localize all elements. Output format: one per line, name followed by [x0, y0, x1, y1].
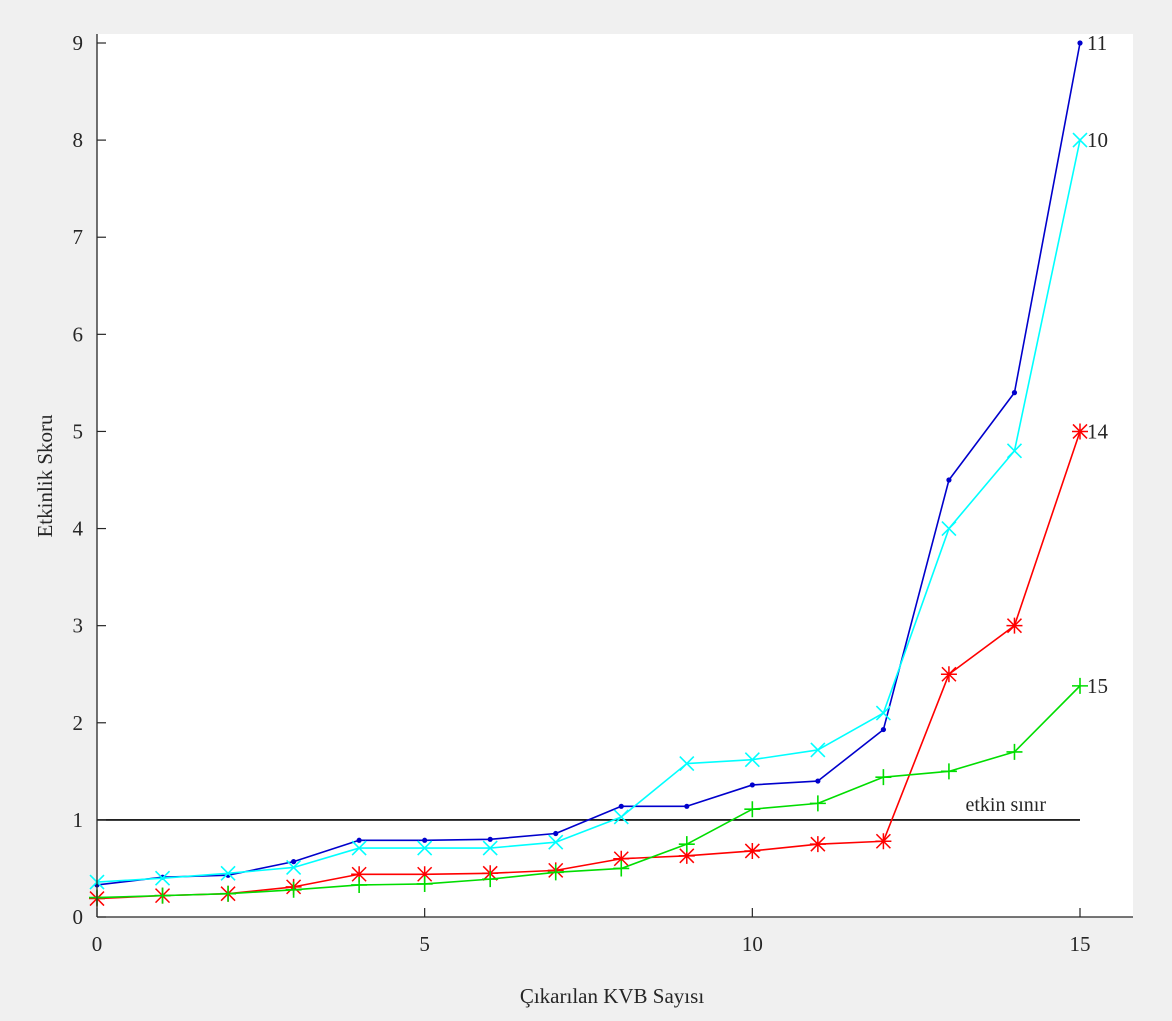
point-marker: [351, 876, 368, 893]
point-marker: [875, 769, 892, 786]
point-marker: [547, 864, 564, 881]
point-marker: [351, 840, 367, 856]
point-marker: [613, 850, 630, 867]
series-layer: [89, 40, 1088, 907]
point-marker: [416, 875, 433, 892]
point-marker: [1006, 443, 1023, 459]
plot-area: [97, 34, 1133, 917]
y-tick-label: 9: [73, 31, 84, 55]
point-marker: [356, 837, 362, 843]
x-axis-label: Çıkarılan KVB Sayısı: [520, 984, 704, 1008]
point-marker: [940, 763, 957, 780]
point-marker: [809, 836, 826, 853]
x-tick-label: 5: [419, 932, 430, 956]
axis-ticks-layer: 0 5 10 15 0 1 2 3 4 5 6 7 8 9: [73, 31, 1091, 956]
series-end-label: 10: [1087, 128, 1108, 152]
point-marker: [744, 752, 760, 768]
point-marker: [482, 840, 498, 856]
point-marker: [618, 803, 624, 809]
series-line: [96, 42, 1081, 886]
series-line: [96, 685, 1081, 899]
point-marker: [220, 865, 236, 881]
point-marker: [875, 705, 891, 721]
point-marker: [684, 803, 690, 809]
series-end-label: 15: [1087, 674, 1108, 698]
point-marker: [482, 871, 499, 888]
point-marker: [422, 837, 428, 843]
y-tick-label: 5: [73, 419, 84, 443]
series-end-label: 11: [1087, 31, 1107, 55]
x-tick-label: 15: [1070, 932, 1091, 956]
point-marker: [875, 833, 892, 850]
point-marker: [809, 795, 826, 812]
end-labels-layer: 11 10 14 15: [1087, 31, 1109, 698]
point-marker: [1072, 132, 1088, 148]
point-marker: [1077, 40, 1083, 46]
series-end-label: 14: [1087, 419, 1109, 443]
point-marker: [744, 842, 761, 859]
point-marker: [880, 726, 887, 733]
point-marker: [810, 742, 826, 758]
point-marker: [154, 870, 171, 886]
point-marker: [946, 477, 952, 483]
y-tick-label: 7: [73, 225, 84, 249]
point-marker: [815, 778, 821, 784]
point-marker: [416, 866, 433, 883]
series-line: [96, 431, 1081, 900]
series-line: [96, 139, 1081, 883]
x-tick-label: 0: [92, 932, 103, 956]
point-marker: [613, 809, 629, 825]
point-marker: [154, 887, 171, 904]
point-marker: [1006, 743, 1023, 760]
y-tick-label: 2: [73, 711, 84, 735]
point-marker: [613, 860, 630, 877]
point-marker: [744, 801, 761, 818]
point-marker: [941, 520, 957, 537]
point-marker: [1072, 423, 1088, 440]
point-marker: [678, 847, 695, 864]
point-marker: [940, 666, 957, 683]
point-marker: [487, 836, 493, 842]
point-marker: [553, 830, 559, 837]
point-marker: [286, 859, 302, 876]
series-10: [89, 132, 1088, 890]
point-marker: [351, 866, 368, 883]
point-marker: [1006, 617, 1023, 634]
y-tick-label: 4: [73, 517, 84, 541]
x-tick-label: 10: [742, 932, 763, 956]
series-15: [89, 677, 1088, 906]
point-marker: [220, 885, 237, 902]
point-marker: [678, 836, 695, 853]
y-tick-label: 1: [73, 808, 84, 832]
threshold-label: etkin sınır: [965, 794, 1046, 816]
point-marker: [291, 859, 297, 865]
point-marker: [749, 782, 755, 788]
point-marker: [417, 840, 433, 856]
y-tick-label: 3: [73, 614, 84, 638]
y-tick-label: 6: [73, 322, 84, 346]
point-marker: [1011, 390, 1018, 396]
point-marker: [285, 881, 302, 898]
point-marker: [679, 755, 695, 772]
point-marker: [1072, 677, 1088, 694]
y-tick-label: 0: [73, 905, 84, 929]
series-11: [94, 40, 1083, 888]
y-axis-label: Etkinlik Skoru: [33, 414, 57, 538]
point-marker: [548, 834, 564, 850]
y-tick-label: 8: [73, 128, 84, 152]
